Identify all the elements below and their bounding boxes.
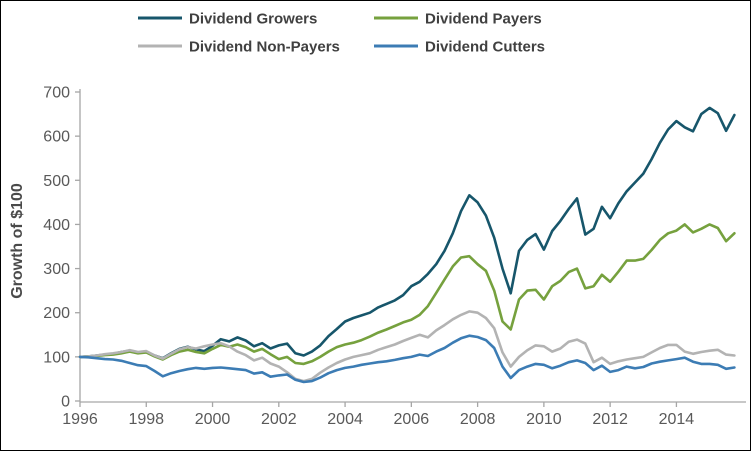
legend-entry: Dividend Growers [138, 11, 317, 28]
x-tick-label: 2008 [460, 411, 496, 428]
y-axis-title: Growth of $100 [9, 183, 26, 299]
legend-label: Dividend Non-Payers [189, 39, 340, 56]
x-tick-label: 2006 [394, 411, 430, 428]
series-line-dividend-cutters [78, 334, 736, 384]
x-tick-label: 2004 [327, 411, 363, 428]
y-tick-label: 200 [43, 305, 70, 322]
legend-label: Dividend Payers [425, 11, 542, 28]
legend-entry: Dividend Payers [374, 11, 542, 28]
x-tick-label: 1998 [128, 411, 164, 428]
x-tick-label: 1996 [62, 411, 98, 428]
x-tick-label: 2002 [261, 411, 297, 428]
legend-label: Dividend Growers [189, 11, 317, 28]
y-tick-label: 600 [43, 129, 70, 146]
y-tick-label: 0 [61, 394, 70, 411]
y-tick-label: 400 [43, 217, 70, 234]
legend-entry: Dividend Cutters [374, 39, 545, 56]
y-tick-label: 500 [43, 173, 70, 190]
x-tick-label: 2010 [526, 411, 562, 428]
y-tick-label: 700 [43, 85, 70, 102]
series-line-dividend-non-payers [78, 310, 736, 383]
x-tick-label: 2012 [592, 411, 628, 428]
y-tick-label: 300 [43, 261, 70, 278]
legend-entry: Dividend Non-Payers [138, 39, 340, 56]
legend-label: Dividend Cutters [425, 39, 545, 56]
series-line-dividend-payers [78, 223, 736, 366]
x-tick-label: 2014 [659, 411, 695, 428]
x-tick-label: 2000 [195, 411, 231, 428]
chart-axes: 0 100 200 300 400 500 600 700 1996 1998 2000 2002 20… [43, 85, 746, 428]
y-tick-label: 100 [43, 349, 70, 366]
chart-series [78, 106, 736, 384]
chart-legend: Dividend Growers Dividend Payers Dividend … [138, 11, 545, 56]
